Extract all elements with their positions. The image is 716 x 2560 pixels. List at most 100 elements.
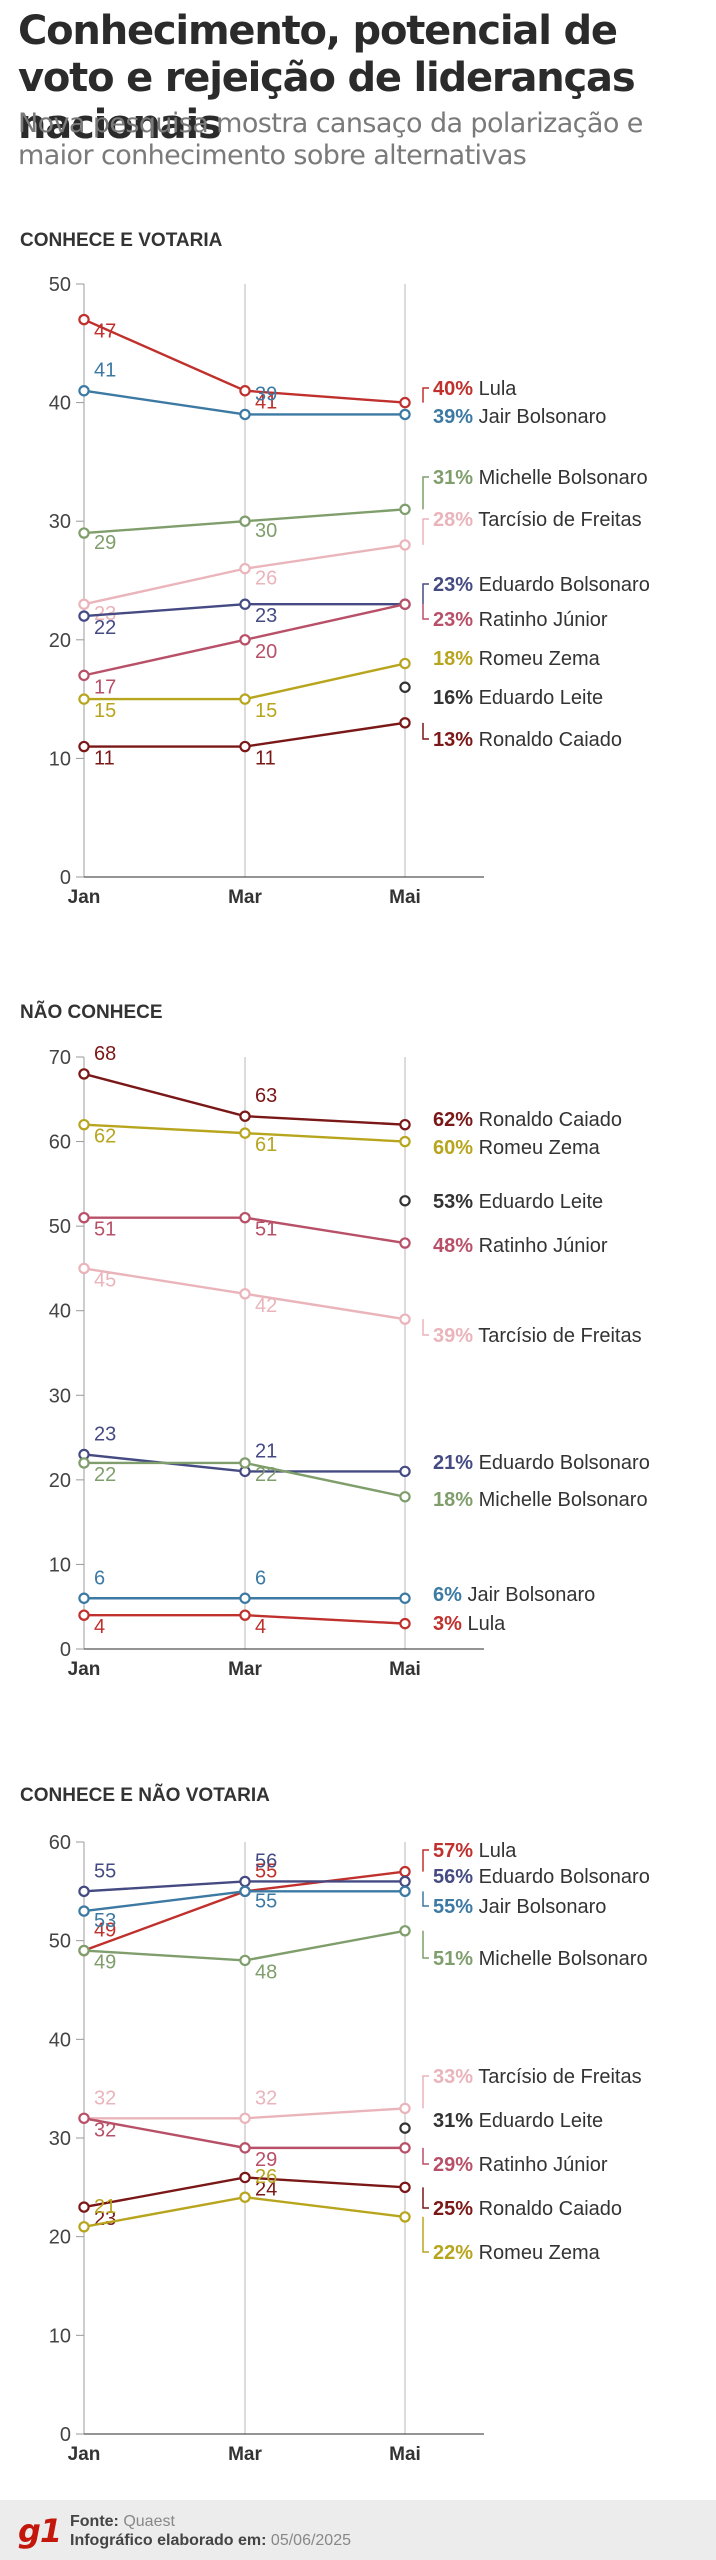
data-label: 53 xyxy=(94,1910,116,1932)
series-michelle-bolsonaro: 29 30 31% Michelle Bolsonaro xyxy=(78,467,648,554)
legend-name: Eduardo Leite xyxy=(473,1191,603,1213)
series-tarc-sio-de-freitas: 45 42 39% Tarcísio de Freitas xyxy=(78,1262,642,1347)
series-lula: 4 4 3% Lula xyxy=(78,1609,506,1638)
y-tick-label: 10 xyxy=(49,748,71,770)
end-value: 48% xyxy=(433,1235,473,1257)
end-value: 51% xyxy=(433,1948,473,1970)
y-tick-label: 60 xyxy=(49,1132,71,1154)
end-value: 23% xyxy=(433,574,473,596)
data-label: 61 xyxy=(255,1134,277,1156)
data-point xyxy=(78,2201,90,2213)
label-leader xyxy=(422,722,429,740)
data-label: 68 xyxy=(94,1043,116,1065)
data-point xyxy=(399,2102,411,2115)
g1-logo[interactable]: g1 xyxy=(18,2512,62,2550)
series-romeu-zema: 15 15 18% Romeu Zema xyxy=(78,648,601,722)
end-value: 3% xyxy=(433,1613,462,1635)
data-label: 6 xyxy=(255,1567,266,1589)
data-point xyxy=(399,408,411,421)
legend-name: Romeu Zema xyxy=(473,2242,601,2264)
end-value: 18% xyxy=(433,648,473,670)
x-tick-label: Mai xyxy=(389,1659,421,1680)
data-label: 63 xyxy=(255,1085,277,1107)
legend-name: Michelle Bolsonaro xyxy=(473,1489,648,1511)
data-point xyxy=(399,681,411,693)
series-end-label: 18% Romeu Zema xyxy=(433,648,601,670)
y-tick-label: 50 xyxy=(49,274,71,296)
data-point xyxy=(78,669,90,682)
legend-name: Lula xyxy=(462,1613,506,1635)
data-point xyxy=(239,1457,251,1469)
data-point xyxy=(78,1118,90,1131)
end-value: 18% xyxy=(433,1489,473,1511)
data-label: 51 xyxy=(94,1219,116,1241)
label-leader xyxy=(422,1930,429,1959)
data-point xyxy=(399,1465,411,1478)
data-label: 11 xyxy=(94,748,115,770)
data-point xyxy=(78,1211,90,1224)
x-tick-label: Mar xyxy=(228,1659,262,1680)
chart-title: CONHECE E NÃO VOTARIA xyxy=(20,1784,270,1806)
legend-name: Eduardo Leite xyxy=(473,2110,603,2132)
data-point xyxy=(78,1457,90,1469)
data-point xyxy=(78,1068,90,1080)
series-end-label: 23% Eduardo Bolsonaro xyxy=(433,574,650,596)
series-eduardo-leite: 31% Eduardo Leite xyxy=(399,2110,603,2134)
data-point xyxy=(78,610,90,622)
series-lula: 47 41 40% Lula xyxy=(78,313,517,414)
legend-name: Eduardo Bolsonaro xyxy=(473,574,650,596)
label-leader xyxy=(422,2187,429,2209)
series-eduardo-leite: 16% Eduardo Leite xyxy=(399,681,603,709)
series-tarc-sio-de-freitas: 32 32 33% Tarcísio de Freitas xyxy=(78,2066,642,2124)
x-tick-label: Jan xyxy=(68,887,101,908)
y-tick-label: 40 xyxy=(49,393,71,415)
label-leader xyxy=(422,583,429,605)
data-point xyxy=(78,1905,90,1917)
end-value: 40% xyxy=(433,378,473,400)
y-tick-label: 50 xyxy=(49,1931,71,1953)
x-tick-label: Mai xyxy=(389,2444,421,2465)
legend-name: Eduardo Bolsonaro xyxy=(473,1866,650,1888)
legend-name: Lula xyxy=(473,378,517,400)
end-value: 21% xyxy=(433,1452,473,1474)
chart-3: CONHECE E NÃO VOTARIA 0 10 20 30 40 50 60 Jan Mar… xyxy=(20,1784,650,2465)
data-point xyxy=(399,1237,411,1249)
end-value: 6% xyxy=(433,1584,462,1606)
data-point xyxy=(399,1885,411,1898)
data-point xyxy=(239,1875,251,1888)
y-tick-label: 0 xyxy=(60,1639,71,1661)
data-point xyxy=(239,562,251,575)
data-point xyxy=(239,1885,251,1898)
series-end-label: 6% Jair Bolsonaro xyxy=(433,1584,595,1606)
end-value: 29% xyxy=(433,2154,473,2176)
data-label: 6 xyxy=(94,1567,105,1589)
end-value: 62% xyxy=(433,1109,473,1131)
data-point xyxy=(399,1195,411,1207)
series-end-label: 40% Lula xyxy=(433,378,517,400)
series-end-label: 39% Tarcísio de Freitas xyxy=(433,1325,642,1347)
data-point xyxy=(78,385,90,397)
data-point xyxy=(239,2171,251,2184)
series-jair-bolsonaro: 6 6 6% Jair Bolsonaro xyxy=(78,1567,595,1606)
y-tick-label: 40 xyxy=(49,2029,71,2051)
data-label: 23 xyxy=(255,605,277,627)
data-label: 41 xyxy=(94,360,116,382)
y-tick-label: 40 xyxy=(49,1301,71,1323)
data-point xyxy=(399,598,411,610)
series-tarc-sio-de-freitas: 23 26 28% Tarcísio de Freitas xyxy=(78,509,642,625)
chart-title: NÃO CONHECE xyxy=(20,1001,163,1023)
data-point xyxy=(78,598,90,610)
series-end-label: 3% Lula xyxy=(433,1613,506,1635)
series-end-label: 53% Eduardo Leite xyxy=(433,1191,603,1213)
end-value: 13% xyxy=(433,729,473,751)
data-label: 11 xyxy=(255,748,276,770)
data-point xyxy=(399,1592,411,1604)
footer: g1 Fonte: Quaest Infográfico elaborado e… xyxy=(0,2500,716,2560)
legend-name: Romeu Zema xyxy=(473,1137,601,1159)
label-leader xyxy=(422,2216,429,2253)
series-end-label: 57% Lula xyxy=(433,1840,517,1862)
data-label: 20 xyxy=(255,641,277,663)
data-label: 55 xyxy=(255,1890,277,1912)
